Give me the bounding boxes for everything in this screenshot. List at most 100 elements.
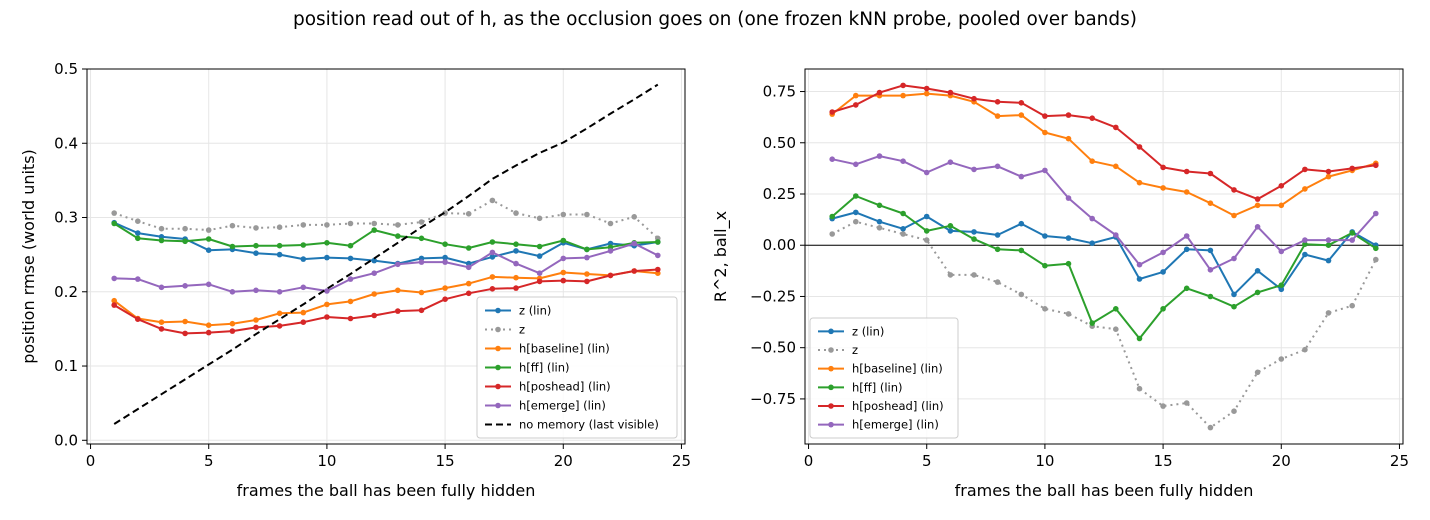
p1-point-h-ff-lin: [900, 210, 906, 217]
p1-point-z-lin: [853, 209, 859, 216]
p1-x-axis-label: frames the ball has been fully hidden: [955, 481, 1254, 500]
p1-legend-marker: [828, 365, 834, 372]
p1-legend-marker: [828, 403, 834, 409]
p1-point-z: [1302, 346, 1308, 353]
p1-legend-label-h-ff-lin: h[ff] (lin): [852, 380, 903, 394]
p0-point-h-ff-lin: [584, 246, 590, 253]
p1-x-tick-label: 15: [1154, 452, 1173, 470]
p1-point-z: [1373, 256, 1379, 263]
p0-y-tick-label: 0.5: [54, 60, 78, 78]
p1-point-h-poshead-lin: [1018, 100, 1025, 106]
p1-point-h-ff-lin: [1183, 285, 1190, 292]
p0-point-h-ff-lin: [655, 239, 661, 245]
p1-point-h-ff-lin: [1136, 335, 1143, 342]
p0-point-h-ff-lin: [418, 235, 425, 242]
p0-point-z: [253, 225, 259, 231]
p1-point-h-ff-lin: [1065, 260, 1072, 267]
p1-point-h-poshead-lin: [1113, 124, 1119, 131]
p0-point-z: [442, 210, 448, 216]
p0-point-h-ff-lin: [324, 240, 330, 246]
p0-y-tick-label: 0.0: [54, 431, 78, 449]
p0-point-z: [584, 211, 590, 218]
p0-legend-label-z: z: [519, 323, 525, 337]
p1-point-h-poshead-lin: [994, 99, 1001, 105]
p0-point-h-poshead-lin: [489, 286, 496, 292]
p1-y-axis-label: R^2, ball_x: [711, 211, 731, 302]
p1-point-h-emerge-lin: [971, 166, 977, 173]
p0-legend-label-h-poshead-lin: h[poshead] (lin): [519, 380, 611, 394]
p1-legend-label-h-poshead-lin: h[poshead] (lin): [852, 399, 944, 413]
p1-point-h-emerge-lin: [1183, 233, 1190, 239]
p0-y-tick-label: 0.3: [54, 209, 78, 227]
p0-point-h-baseline-lin: [395, 287, 401, 294]
p0-point-h-emerge-lin: [442, 259, 448, 265]
p1-legend-label-h-emerge-lin: h[emerge] (lin): [852, 418, 939, 432]
p1-series-line-z: [831, 220, 1377, 429]
p1-point-h-baseline-lin: [1231, 212, 1237, 219]
p1-point-h-poshead-lin: [923, 85, 930, 92]
p0-point-h-ff-lin: [205, 236, 212, 242]
p1-point-h-ff-lin: [1231, 303, 1237, 310]
p1-series-line-h-poshead-lin: [831, 84, 1376, 201]
p1-point-z: [1042, 306, 1048, 312]
p0-point-h-emerge-lin: [607, 248, 614, 254]
p1-legend-box: [809, 317, 959, 439]
p1-y-tick-label: 0.50: [763, 134, 796, 152]
p1-point-h-poshead-lin: [1065, 112, 1072, 118]
p0-point-z: [560, 211, 567, 218]
p0-series-z: [111, 197, 661, 242]
p0-point-h-emerge-lin: [513, 260, 519, 267]
p1-x-tick-label: 20: [1272, 452, 1291, 470]
p0-point-z-lin: [347, 255, 354, 262]
p0-point-z-lin: [205, 247, 212, 253]
p1-point-h-baseline-lin: [923, 90, 930, 97]
p1-point-h-emerge-lin: [1042, 167, 1048, 174]
p0-point-z: [111, 210, 117, 216]
p1-point-h-poshead-lin: [1278, 183, 1285, 189]
p0-point-h-poshead-lin: [536, 278, 543, 285]
p0-legend-label-h-baseline-lin: h[baseline] (lin): [519, 342, 610, 356]
p1-point-z-lin: [900, 226, 906, 232]
p0-point-h-ff-lin: [182, 238, 188, 245]
p0-point-h-baseline-lin: [513, 274, 519, 281]
p0-point-h-ff-lin: [300, 242, 307, 248]
p1-point-h-baseline-lin: [994, 113, 1001, 119]
p0-point-h-baseline-lin: [442, 285, 448, 291]
p1-point-z: [947, 272, 954, 278]
p1-point-h-emerge-lin: [1231, 255, 1237, 262]
p1-series-h-emerge-lin: [829, 153, 1379, 273]
p1-point-z-lin: [1254, 268, 1261, 274]
p0-point-h-emerge-lin: [300, 284, 307, 291]
p1-legend-marker: [828, 384, 834, 391]
p0-series-line-h-emerge-lin: [114, 242, 659, 293]
p0-point-h-ff-lin: [371, 227, 378, 233]
p1-point-h-poshead-lin: [1136, 144, 1143, 150]
p1-point-z-lin: [1278, 286, 1285, 293]
p0-series-line-h-baseline-lin: [113, 270, 658, 327]
p1-y-tick-label: −0.50: [750, 339, 796, 357]
p0-point-h-ff-lin: [229, 243, 236, 250]
p0-point-h-emerge-lin: [111, 275, 117, 282]
p0-point-z: [513, 210, 519, 216]
p1-point-h-ff-lin: [1349, 230, 1355, 236]
p1-point-h-ff-lin: [1042, 262, 1048, 269]
p0-point-z: [300, 222, 307, 228]
p1-point-z: [1065, 311, 1072, 317]
p1-point-h-emerge-lin: [1302, 237, 1308, 243]
p1-point-h-emerge-lin: [1254, 224, 1261, 230]
p0-point-h-ff-lin: [489, 239, 496, 245]
p1-point-h-ff-lin: [1254, 289, 1261, 296]
p1-point-h-emerge-lin: [900, 158, 906, 164]
p0-y-axis-label: position rmse (world units): [19, 149, 38, 364]
p0-point-z-lin: [253, 250, 259, 256]
p1-point-h-poshead-lin: [1373, 162, 1379, 169]
p1-point-h-ff-lin: [876, 202, 883, 209]
p1-point-h-ff-lin: [853, 193, 859, 199]
p1-point-h-emerge-lin: [1207, 267, 1214, 273]
p0-point-h-baseline-lin: [489, 274, 496, 280]
p1-point-h-ff-lin: [971, 236, 977, 242]
p0-point-z: [229, 222, 236, 229]
p0-point-h-ff-lin: [560, 237, 567, 244]
p0-point-z-lin: [513, 248, 519, 254]
p1-point-h-poshead-lin: [1231, 187, 1237, 193]
